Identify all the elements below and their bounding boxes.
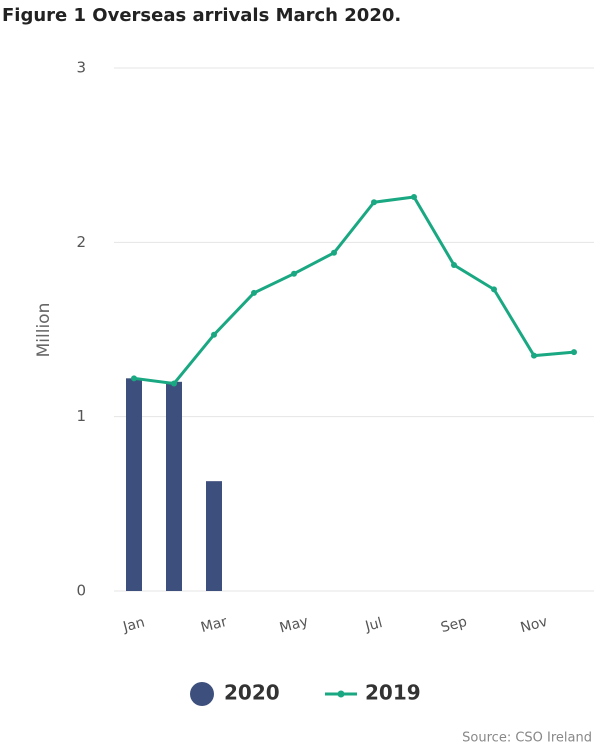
line-point [531,352,537,359]
line-point [331,249,337,256]
y-tick-label: 3 [76,59,86,77]
x-tick-label: Jul [363,615,384,635]
x-tick-label: Jan [121,614,147,635]
y-tick-label: 1 [76,407,86,425]
legend-marker [190,682,214,706]
legend-label: 2020 [224,681,280,705]
line-point [371,199,377,206]
x-tick-label: Mar [199,614,229,636]
line-point [411,194,417,201]
line-point [451,261,457,268]
y-tick-label: 2 [76,233,86,251]
legend-label: 2019 [365,681,421,705]
line-point [211,331,217,338]
legend-marker [337,690,345,698]
bar [206,481,222,591]
x-tick-label: Nov [519,614,550,637]
x-tick-label: Sep [439,614,469,636]
source: Source: CSO Ireland [462,731,592,746]
line-point [291,270,297,277]
y-tick-label: 0 [76,582,86,600]
bar [166,381,182,591]
line-point [171,380,177,387]
line-point [251,289,257,296]
line-point [571,349,577,356]
line-point [491,286,497,293]
y-axis-label: Million [34,303,54,358]
bar [126,378,142,591]
x-tick-label: May [278,614,310,637]
line [133,195,575,386]
chart-title: Figure 1 Overseas arrivals March 2020. [2,5,401,26]
line-point [131,375,137,382]
